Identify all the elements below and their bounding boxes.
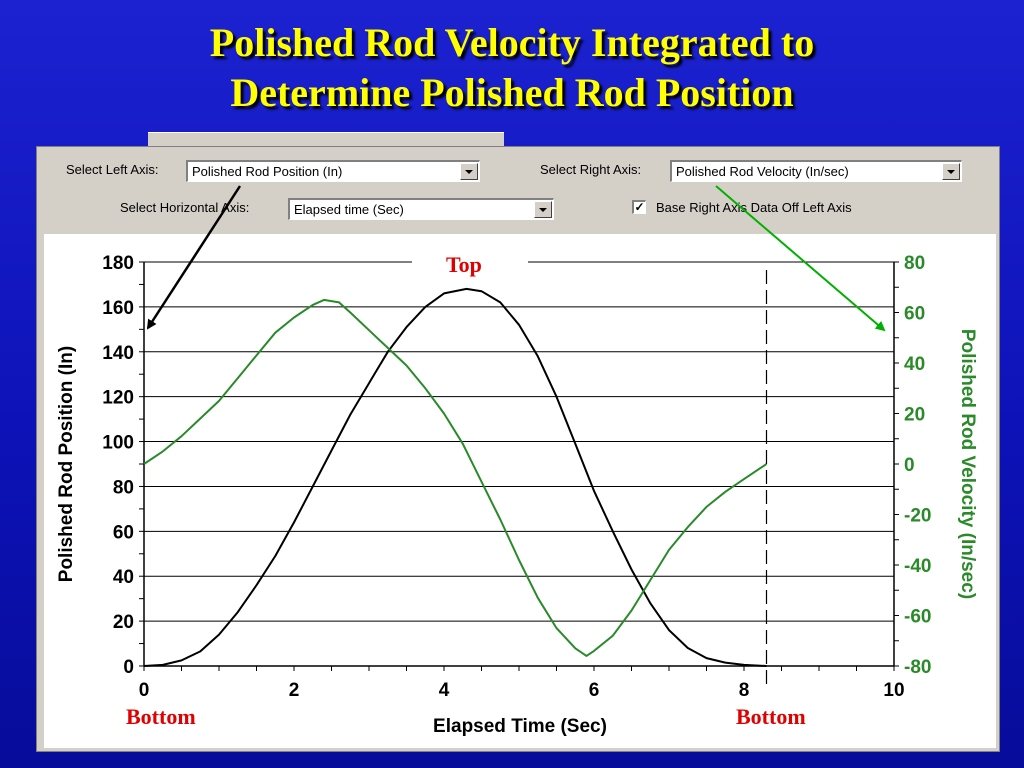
horizontal-axis-dropdown-arrow-icon[interactable] (534, 201, 552, 218)
left-axis-label: Select Left Axis: (66, 162, 159, 177)
y2-tick-label: -40 (904, 556, 931, 577)
right-axis-select[interactable]: Polished Rod Velocity (In/sec) (670, 160, 962, 182)
x-tick-label: 10 (883, 680, 904, 701)
y2-tick-label: 0 (904, 455, 915, 476)
y-tick-label: 160 (102, 298, 134, 319)
x-tick-label: 2 (289, 680, 300, 701)
right-axis-arrow (715, 185, 886, 332)
y-axis-title: Polished Rod Position (In) (56, 346, 77, 582)
y2-tick-label: 80 (904, 253, 925, 274)
horizontal-axis-label: Select Horizontal Axis: (120, 200, 250, 215)
slide-title-line-2: Determine Polished Rod Position (230, 70, 794, 115)
tab-strip (148, 132, 504, 147)
right-axis-select-value: Polished Rod Velocity (In/sec) (676, 164, 849, 179)
y2-tick-label: -80 (904, 657, 931, 678)
y-tick-label: 120 (102, 388, 134, 409)
x-axis-title: Elapsed Time (Sec) (433, 716, 607, 737)
bottom-left-annotation: Bottom (126, 704, 196, 729)
base-right-axis-checkbox[interactable]: ✓ (632, 200, 646, 214)
top-annotation: Top (446, 252, 482, 277)
y2-tick-label: -20 (904, 506, 931, 527)
horizontal-axis-select[interactable]: Elapsed time (Sec) (288, 198, 554, 220)
y-tick-label: 100 (102, 433, 134, 454)
x-tick-label: 0 (139, 680, 150, 701)
y2-tick-label: -60 (904, 607, 931, 628)
x-tick-label: 4 (439, 680, 450, 701)
y-tick-label: 140 (102, 343, 134, 364)
slide-title: Polished Rod Velocity Integrated to Dete… (0, 18, 1024, 118)
y2-axis-title: Polished Rod Velocity (In/sec) (957, 329, 978, 599)
left-axis-select-value: Polished Rod Position (In) (192, 164, 343, 179)
right-axis-label: Select Right Axis: (540, 162, 642, 177)
right-axis-dropdown-arrow-icon[interactable] (942, 163, 960, 180)
slide-title-line-1: Polished Rod Velocity Integrated to (209, 20, 815, 65)
y-tick-label: 60 (113, 522, 134, 543)
bottom-right-annotation: Bottom (736, 704, 806, 729)
y-tick-label: 0 (123, 657, 134, 678)
base-right-axis-label: Base Right Axis Data Off Left Axis (656, 200, 852, 215)
left-axis-dropdown-arrow-icon[interactable] (460, 163, 478, 180)
y-tick-label: 40 (113, 567, 134, 588)
y-tick-label: 180 (102, 253, 134, 274)
y2-tick-label: 20 (904, 405, 925, 426)
velocity-series-line (143, 298, 768, 657)
plot-area (44, 234, 996, 748)
x-tick-label: 6 (589, 680, 600, 701)
y-tick-label: 20 (113, 612, 134, 633)
y2-tick-label: 40 (904, 354, 925, 375)
x-tick-label: 8 (739, 680, 750, 701)
position-series-line (143, 287, 767, 667)
y-tick-label: 80 (113, 477, 134, 498)
y2-tick-label: 60 (904, 304, 925, 325)
left-axis-select[interactable]: Polished Rod Position (In) (186, 160, 480, 182)
horizontal-axis-select-value: Elapsed time (Sec) (294, 202, 404, 217)
left-axis-arrow (146, 185, 242, 330)
